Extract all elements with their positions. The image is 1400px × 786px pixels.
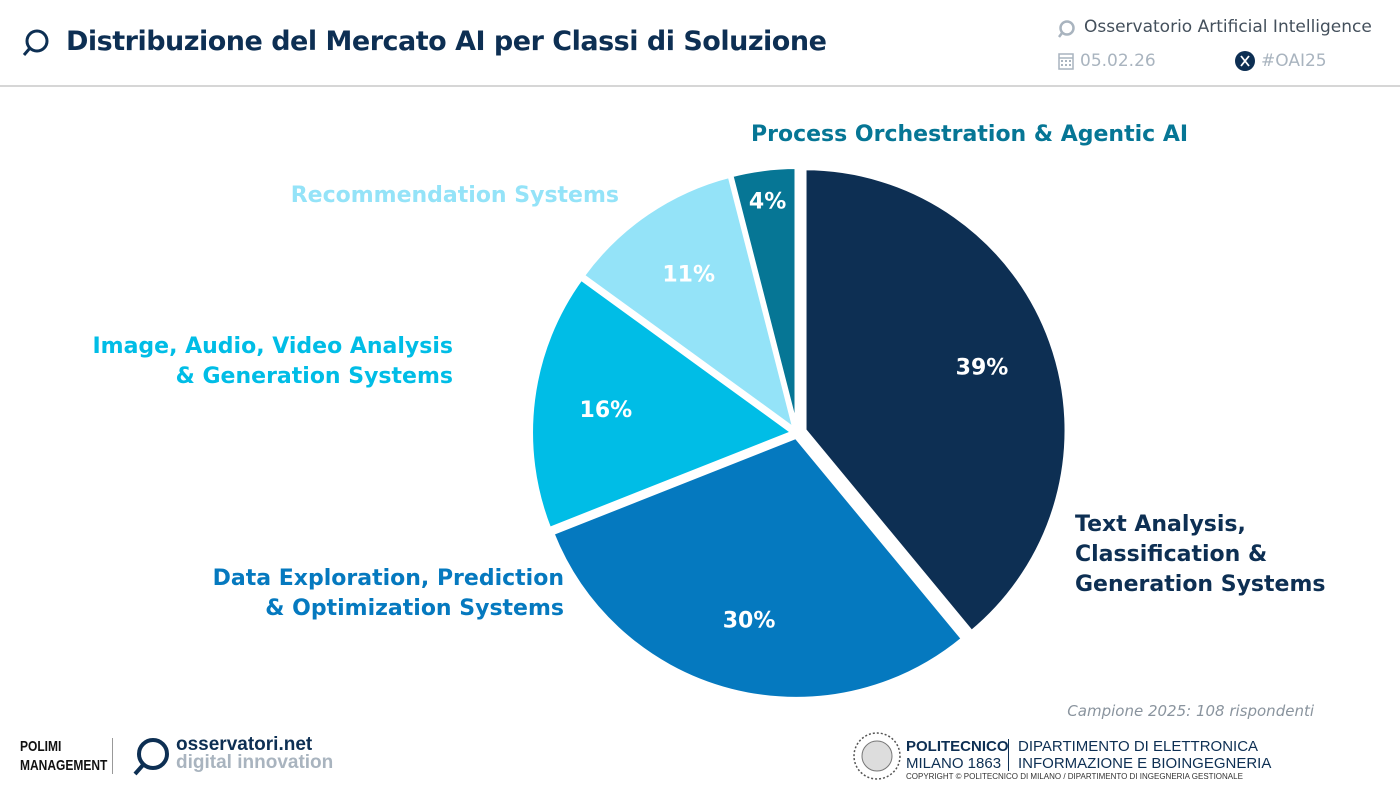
header-divider [0, 85, 1400, 87]
pie-slice [802, 166, 1069, 635]
magnifier-logo-icon [22, 29, 49, 56]
observatory-icon [1058, 20, 1075, 38]
slice-value-label: 4% [749, 189, 786, 214]
slice-value-label: 16% [580, 398, 633, 423]
polimi-logo: POLIMI MANAGEMENT [20, 738, 108, 774]
observatory-name: Osservatorio Artificial Intelligence [1084, 17, 1372, 37]
politecnico-divider [1008, 739, 1009, 771]
x-social-icon [1235, 51, 1255, 71]
pie-slice [728, 165, 799, 430]
osservatori-logo-icon [133, 738, 169, 776]
hashtag: #OAI25 [1261, 51, 1327, 71]
sample-note: Campione 2025: 108 rispondenti [1067, 702, 1314, 720]
pie-slice [579, 173, 799, 435]
politecnico-name: POLITECNICO MILANO 1863 [906, 738, 1009, 772]
page-title: Distribuzione del Mercato AI per Classi … [66, 26, 827, 57]
pie-slice [549, 434, 966, 701]
slice-label-text-analysis: Text Analysis, Classification & Generation… [1075, 512, 1326, 597]
slice-value-label: 39% [956, 355, 1009, 380]
copyright: COPYRIGHT © POLITECNICO DI MILANO / DIPA… [906, 772, 1243, 781]
politecnico-seal-icon [853, 732, 901, 780]
pie-slice [529, 275, 798, 532]
slice-label-recommendation: Recommendation Systems [290, 183, 619, 208]
slice-value-label: 30% [723, 609, 776, 634]
slice-label-process-orchestration: Process Orchestration & Agentic AI [751, 122, 1189, 147]
date: 05.02.26 [1080, 51, 1156, 71]
calendar-icon [1058, 53, 1074, 70]
logo-divider [112, 738, 113, 774]
osservatori-logo-text: osservatori.net digital innovation [176, 734, 334, 773]
department-name: DIPARTIMENTO DI ELETTRONICA INFORMAZIONE … [1018, 738, 1272, 772]
slice-value-label: 11% [662, 263, 715, 288]
slice-label-data-exploration: Data Exploration, Prediction & Optimizati… [212, 566, 564, 621]
slice-label-image-audio-video: Image, Audio, Video Analysis & Generation… [92, 334, 453, 389]
